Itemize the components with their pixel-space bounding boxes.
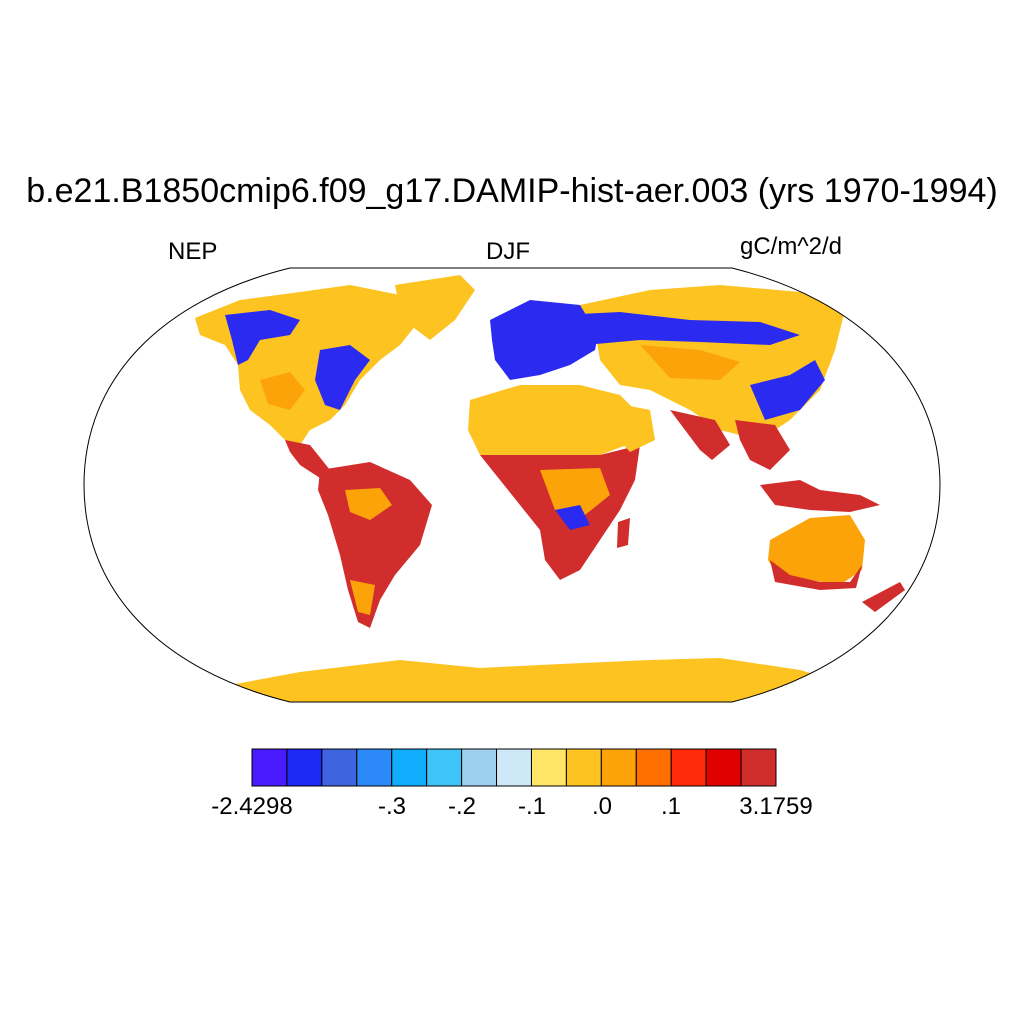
colorbar-swatch-13 xyxy=(705,748,742,787)
africa-north xyxy=(468,385,640,458)
na-east-negative xyxy=(315,345,370,410)
asia-negative-belt xyxy=(560,312,800,345)
arabia xyxy=(600,400,655,452)
colorbar-swatch-10 xyxy=(600,748,637,787)
map-title: b.e21.B1850cmip6.f09_g17.DAMIP-hist-aer.… xyxy=(26,172,998,210)
colorbar-swatch-9 xyxy=(565,748,602,787)
africa-orange-core xyxy=(540,468,610,515)
australia-red-rim xyxy=(770,560,862,590)
colorbar-swatch-8 xyxy=(530,748,567,787)
colorbar-swatch-11 xyxy=(635,748,672,787)
colorbar-swatch-1 xyxy=(286,748,323,787)
sa-south-orange xyxy=(350,580,375,615)
colorbar-label: 3.1759 xyxy=(739,793,813,820)
antarctica xyxy=(230,658,850,702)
colorbar-label: .1 xyxy=(660,793,682,820)
season-label: DJF xyxy=(486,238,530,265)
colorbar-swatch-12 xyxy=(670,748,707,787)
greenland xyxy=(395,275,475,340)
madagascar xyxy=(617,518,630,548)
colorbar-swatch-7 xyxy=(496,748,532,787)
globe-outline xyxy=(83,267,941,703)
south-asia xyxy=(670,410,730,460)
colorbar-swatch-14 xyxy=(740,748,777,787)
south-america xyxy=(318,462,432,628)
colorbar-label: .0 xyxy=(591,793,613,820)
colorbar-swatch-2 xyxy=(321,748,358,787)
colorbar-label: -.2 xyxy=(447,793,477,820)
east-asia-negative xyxy=(750,360,825,420)
colorbar-label: -.3 xyxy=(377,793,407,820)
north-america xyxy=(195,285,420,445)
colorbar xyxy=(251,748,777,787)
colorbar-swatch-3 xyxy=(356,748,393,787)
southeast-asia xyxy=(735,420,790,470)
colorbar-label: -2.4298 xyxy=(211,793,293,820)
colorbar-swatch-6 xyxy=(461,748,498,787)
na-orange-patch xyxy=(260,372,305,410)
variable-label: NEP xyxy=(168,238,218,265)
colorbar-swatch-4 xyxy=(391,748,428,787)
central-america xyxy=(285,440,330,478)
indonesia xyxy=(760,480,880,512)
africa-negative-spot xyxy=(555,505,590,530)
new-zealand xyxy=(862,582,905,612)
colorbar-swatch-5 xyxy=(426,748,463,787)
units-label: gC/m^2/d xyxy=(740,233,842,260)
sa-orange-patch xyxy=(345,488,392,520)
colorbar-label: -.1 xyxy=(517,793,547,820)
colorbar-swatch-0 xyxy=(251,748,288,787)
land-layer xyxy=(195,275,905,702)
na-negative-band xyxy=(225,310,300,365)
australia xyxy=(768,515,865,585)
asia-orange-patch xyxy=(640,345,740,380)
